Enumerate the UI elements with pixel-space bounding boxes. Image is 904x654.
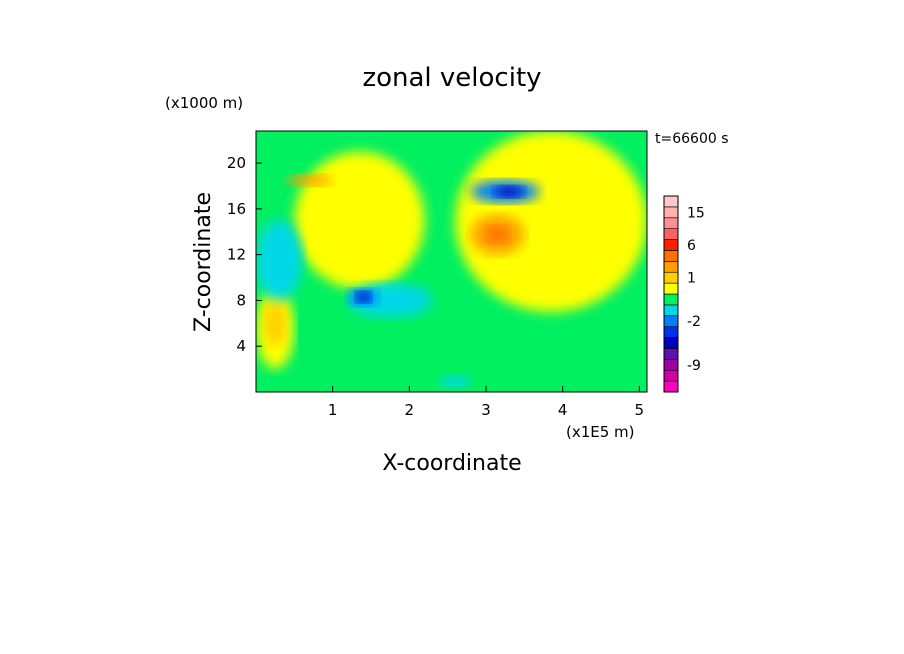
x-axis-label: X-coordinate: [382, 451, 521, 476]
colorbar-swatch: [663, 282, 679, 295]
colorbar-swatch: [663, 206, 679, 219]
field-region: [493, 185, 525, 198]
colorbar-swatch: [663, 380, 679, 393]
colorbar: [663, 195, 679, 393]
y-unit-label: (x1000 m): [165, 94, 243, 112]
colorbar-frame: [663, 195, 679, 393]
colorbar-swatch: [663, 228, 679, 240]
field-region: [286, 174, 333, 186]
colorbar-swatch: [663, 337, 679, 349]
y-tick-label: 20: [227, 154, 246, 172]
x-tick-label: 3: [481, 401, 491, 419]
colorbar-tick-label: -9: [687, 358, 701, 374]
colorbar-swatch: [663, 239, 679, 251]
plot-frame: [255, 130, 648, 393]
colorbar-swatch: [663, 293, 679, 306]
colorbar-tick-label: 1: [687, 271, 696, 287]
y-axis-label: Z-coordinate: [191, 192, 216, 332]
y-tick-label: 4: [236, 337, 246, 355]
x-tick-label: 4: [558, 401, 568, 419]
field-region: [486, 226, 509, 244]
field-region: [355, 291, 372, 303]
colorbar-tick-label: 6: [687, 238, 696, 254]
y-axis: 4 8 12 16 20: [227, 154, 262, 355]
x-tick-label: 1: [328, 401, 338, 419]
y-tick-label: 16: [227, 200, 246, 218]
x-unit-label: (x1E5 m): [566, 423, 635, 441]
chart-title: zonal velocity: [362, 63, 541, 93]
colorbar-swatch: [663, 348, 679, 360]
colorbar-tick-label: -2: [687, 314, 701, 330]
colorbar-swatch: [663, 359, 679, 371]
field-region: [263, 300, 287, 347]
y-tick-label: 8: [236, 291, 246, 309]
field-region: [455, 131, 647, 312]
colorbar-swatch: [663, 271, 679, 284]
colorbar-swatch: [663, 195, 679, 208]
x-tick-label: 5: [635, 401, 645, 419]
velocity-field: [256, 131, 647, 389]
x-tick-label: 2: [405, 401, 415, 419]
colorbar-tick-label: 15: [687, 205, 705, 221]
colorbar-swatch: [663, 315, 679, 327]
colorbar-swatch: [663, 304, 679, 317]
colorbar-swatch: [663, 217, 679, 229]
field-region: [440, 374, 471, 389]
field-region: [294, 151, 425, 289]
field-region: [256, 220, 302, 301]
y-tick-label: 12: [227, 246, 246, 264]
x-axis: 1 2 3 4 5: [328, 386, 644, 419]
colorbar-swatch: [663, 369, 679, 382]
colorbar-swatch: [663, 326, 679, 338]
colorbar-ticks: 15 6 1 -2 -9: [687, 205, 705, 373]
colorbar-swatch: [663, 250, 679, 262]
time-label: t=66600 s: [655, 131, 729, 147]
plot-area: [255, 130, 648, 393]
colorbar-swatch: [663, 261, 679, 273]
